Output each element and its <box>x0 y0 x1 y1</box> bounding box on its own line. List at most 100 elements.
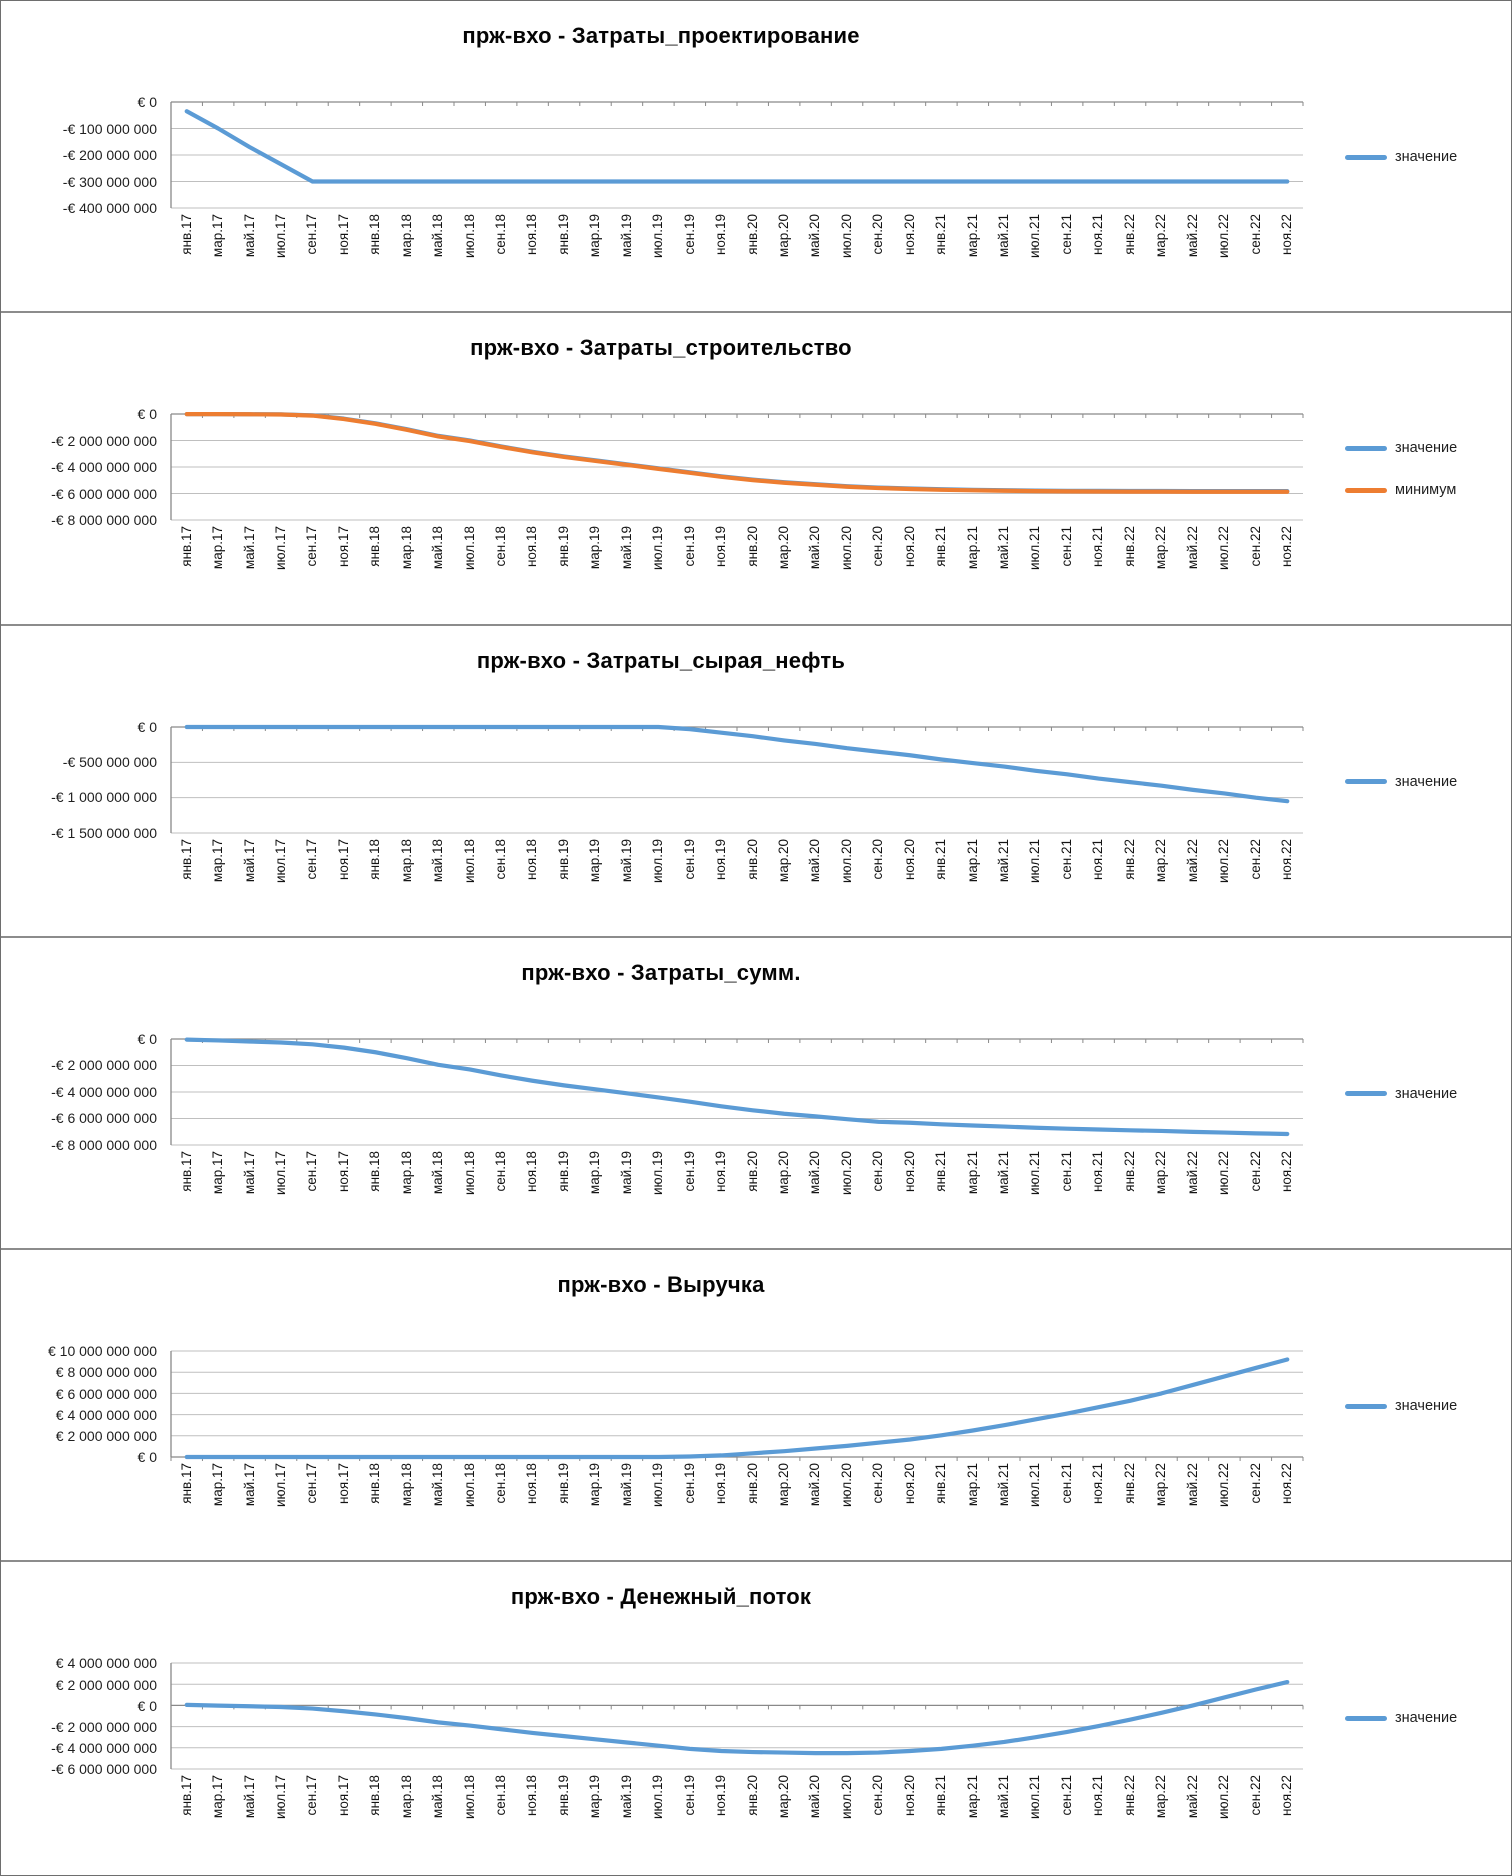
y-tick-label: € 4 000 000 000 <box>55 1406 157 1423</box>
x-tick-label: сен.21 <box>1051 1463 1082 1555</box>
x-tick-label: янв.22 <box>1114 1775 1145 1867</box>
x-tick-label: июл.22 <box>1208 839 1239 931</box>
x-tick-label: ноя.18 <box>517 526 548 618</box>
legend-label: минимум <box>1395 482 1457 499</box>
x-tick-label: сен.18 <box>485 1463 516 1555</box>
x-tick-label-text: май.18 <box>430 838 446 882</box>
series-line-значение <box>187 1683 1288 1754</box>
x-tick-label: янв.19 <box>548 1463 579 1555</box>
x-tick-label-text: июл.19 <box>650 838 666 883</box>
y-tick-label: € 4 000 000 000 <box>55 1655 157 1672</box>
x-tick-label-text: мар.19 <box>587 1463 603 1507</box>
x-tick-label-text: ноя.19 <box>713 838 729 880</box>
x-tick-label-text: сен.19 <box>681 526 697 567</box>
x-tick-label-text: сен.21 <box>1058 1463 1074 1504</box>
x-tick-label-text: сен.17 <box>304 214 320 255</box>
x-tick-label-text: май.19 <box>618 1150 634 1194</box>
x-tick-label: ноя.22 <box>1271 1151 1302 1243</box>
x-tick-label-text: ноя.22 <box>1278 1150 1294 1192</box>
x-tick-label-text: сен.21 <box>1058 838 1074 880</box>
x-tick-label: мар.18 <box>391 839 422 931</box>
series-line-значение <box>187 1360 1288 1458</box>
legend-label: значение <box>1395 1710 1458 1727</box>
x-tick-label: июл.18 <box>454 1775 485 1867</box>
series-line-значение <box>187 727 1288 801</box>
x-tick-label: янв.20 <box>737 526 768 618</box>
legend-line-swatch <box>1345 1403 1387 1409</box>
legend: значение <box>1345 1346 1511 1466</box>
x-tick-label: июл.17 <box>265 214 296 306</box>
x-tick-label: сен.22 <box>1240 1463 1271 1555</box>
x-tick-label: май.21 <box>988 526 1019 618</box>
legend-item: значение <box>1345 149 1511 165</box>
chart-panel-total-costs[interactable]: прж-вхо - Затраты_сумм. янв.17 мар.17 май.… <box>1 937 1511 1251</box>
x-tick-label-text: ноя.17 <box>335 838 351 880</box>
x-tick-label: янв.22 <box>1114 526 1145 618</box>
x-tick-label-text: май.22 <box>1184 1775 1200 1819</box>
x-tick-label-text: май.22 <box>1184 1150 1200 1194</box>
x-tick-label-text: мар.18 <box>398 1775 414 1819</box>
x-tick-label: июл.21 <box>1020 1775 1051 1867</box>
x-tick-label-text: сен.18 <box>493 526 508 567</box>
x-tick-label-text: ноя.20 <box>901 214 917 256</box>
x-tick-label-text: янв.19 <box>555 1775 571 1817</box>
x-tick-label: май.22 <box>1177 1775 1208 1867</box>
x-tick-label-text: мар.17 <box>210 1463 226 1507</box>
x-tick-label-text: ноя.17 <box>335 214 351 256</box>
x-tick-label: янв.19 <box>548 214 579 306</box>
x-tick-label: янв.20 <box>737 1775 768 1867</box>
x-tick-label: янв.20 <box>737 1463 768 1555</box>
chart-panel-cash-flow[interactable]: прж-вхо - Денежный_поток янв.17 мар.17 май… <box>1 1562 1511 1873</box>
x-tick-label: янв.19 <box>548 839 579 931</box>
x-tick-label-text: июл.20 <box>838 214 854 259</box>
x-tick-label-text: май.21 <box>996 214 1011 258</box>
x-tick-label-text: май.21 <box>996 838 1011 882</box>
x-tick-label-text: мар.17 <box>210 1150 226 1194</box>
x-tick-label-text: май.21 <box>996 1775 1011 1819</box>
legend-label: значение <box>1395 1398 1458 1415</box>
x-tick-label: янв.17 <box>171 1775 202 1867</box>
y-tick-label: -€ 2 000 000 000 <box>51 1057 157 1074</box>
x-tick-label: сен.17 <box>297 1775 328 1867</box>
x-tick-label-text: сен.19 <box>681 1775 697 1816</box>
x-tick-label-text: май.18 <box>430 214 446 258</box>
x-tick-label-text: мар.21 <box>964 838 980 882</box>
x-tick-label-text: янв.20 <box>744 1775 760 1817</box>
x-tick-label-text: янв.19 <box>555 1463 571 1504</box>
chart-panel-crude-oil-costs[interactable]: прж-вхо - Затраты_сырая_нефть янв.17 мар.… <box>1 625 1511 938</box>
legend-item: значение <box>1345 1398 1511 1414</box>
x-tick-label: сен.20 <box>863 839 894 931</box>
x-tick-label: сен.22 <box>1240 1775 1271 1867</box>
y-tick-label: -€ 2 000 000 000 <box>51 432 157 449</box>
x-tick-label-text: июл.21 <box>1027 1463 1043 1508</box>
x-tick-label: янв.18 <box>360 526 391 618</box>
x-tick-label-text: янв.22 <box>1121 1150 1137 1192</box>
y-tick-label: -€ 500 000 000 <box>62 753 157 770</box>
x-tick-label: мар.21 <box>957 214 988 306</box>
x-tick-label-text: июл.22 <box>1216 1463 1232 1508</box>
x-tick-label-text: мар.19 <box>587 526 603 570</box>
x-tick-label-text: июл.17 <box>272 1463 288 1508</box>
x-tick-label-text: ноя.20 <box>901 1150 917 1192</box>
x-tick-label-text: сен.20 <box>870 1775 886 1816</box>
chart-panel-revenue[interactable]: прж-вхо - Выручка янв.17 мар.17 май.17 июл.… <box>1 1250 1511 1563</box>
x-tick-label-text: янв.17 <box>178 1775 194 1817</box>
x-tick-label: янв.20 <box>737 1151 768 1243</box>
x-tick-label: мар.21 <box>957 1775 988 1867</box>
plot-area <box>171 414 1303 520</box>
y-tick-label: -€ 6 000 000 000 <box>51 1110 157 1127</box>
y-tick-label: -€ 6 000 000 000 <box>51 1761 157 1778</box>
x-tick-label-text: ноя.22 <box>1278 214 1294 256</box>
x-tick-label: июл.21 <box>1020 214 1051 306</box>
x-tick-label-text: сен.19 <box>681 1463 697 1504</box>
x-tick-label-text: июл.22 <box>1216 526 1232 571</box>
x-tick-label-text: сен.22 <box>1247 1463 1263 1504</box>
chart-canvas <box>171 727 1303 833</box>
x-tick-label: янв.18 <box>360 1151 391 1243</box>
chart-panel-construction-costs[interactable]: прж-вхо - Затраты_строительство янв.17 ма… <box>1 313 1511 626</box>
x-tick-label-text: июл.19 <box>650 214 666 259</box>
chart-panel-design-costs[interactable]: прж-вхо - Затраты_проектирование янв.17 м… <box>1 1 1511 314</box>
x-tick-label-text: июл.21 <box>1027 1775 1043 1820</box>
x-tick-label-text: июл.18 <box>461 526 477 571</box>
